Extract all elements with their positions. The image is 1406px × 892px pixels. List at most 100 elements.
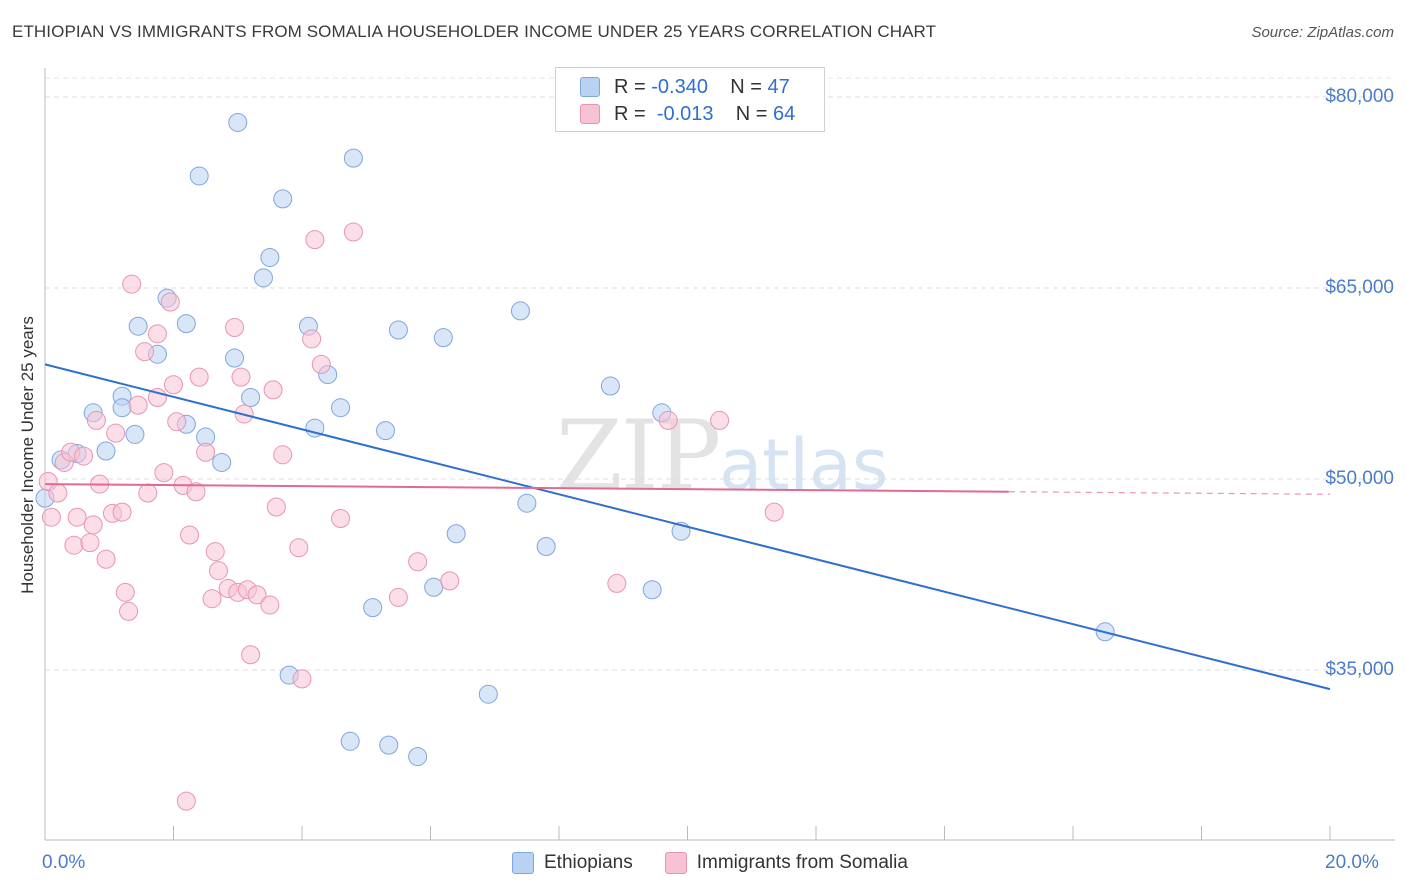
somalia-point [225,317,245,337]
legend-label-ethiopians: Ethiopians [544,852,633,873]
somalia-point [202,589,222,609]
somalia-point [241,645,261,665]
legend-swatch-blue [580,77,600,97]
somalia-point [231,367,251,387]
ethiopian-point [212,452,232,472]
ethiopian-point [642,580,662,600]
somalia-point [67,507,87,527]
somalia-point [196,442,216,462]
ethiopian-point [379,735,399,755]
somalia-point [41,507,61,527]
ethiopian-point [112,398,132,418]
somalia-point [135,342,155,362]
somalia-point [180,525,200,545]
somalia-point [86,410,106,430]
somalia-point [208,561,228,581]
ethiopian-point [189,166,209,186]
somalia-point [164,375,183,395]
legend-n-value: 64 [773,102,796,125]
ethiopian-point [363,598,383,618]
series-legend: Ethiopians Immigrants from Somalia [512,852,908,874]
watermark: ZIPatlas [556,400,888,512]
somalia-point [189,367,209,387]
ethiopian-point [260,247,280,267]
somalia-point [106,423,126,443]
somalia-point [710,410,730,430]
ethiopian-point [517,493,537,513]
legend-r-value: -0.340 [651,75,708,98]
y-tick-label: $50,000 [1325,468,1394,489]
legend-row-somalia: R = -0.013 N = 64 [580,100,795,128]
ethiopian-point [536,536,556,556]
somalia-point [408,552,428,572]
somalia-point [607,573,627,593]
somalia-point [266,497,286,517]
legend-r-value: -0.013 [656,102,714,125]
y-tick-label: $80,000 [1325,86,1394,107]
legend-r-label: R = [614,102,646,125]
somalia-point [186,482,206,502]
x-tick-label-end: 20.0% [1325,852,1379,873]
ethiopian-trend-line [44,363,1331,691]
somalia-point [122,274,142,294]
somalia-point [273,445,293,465]
legend-row-ethiopians: R = -0.340 N = 47 [580,73,790,101]
ethiopian-point [273,189,293,209]
ethiopian-point [125,424,145,444]
somalia-point [764,502,784,522]
somalia-point [119,601,139,621]
ethiopian-point [424,577,444,597]
ethiopian-point [343,148,363,168]
ethiopian-point [128,316,148,336]
somalia-point [96,549,116,569]
somalia-trend-extension [1008,491,1331,495]
ethiopian-point [340,731,360,751]
somalia-point [205,542,225,562]
somalia-point [247,585,267,605]
somalia-point [147,324,167,344]
somalia-point [302,329,322,349]
legend-r-label: R = [614,75,646,98]
somalia-point [658,410,678,430]
ethiopian-point [600,376,620,396]
somalia-point [176,791,196,811]
somalia-trend-line [44,483,1009,493]
somalia-point [160,292,180,312]
somalia-point [388,587,408,607]
watermark-atlas: atlas [719,424,889,506]
somalia-point [138,483,158,503]
watermark-zip: ZIP [556,400,721,512]
somalia-point [74,446,94,466]
somalia-point [331,508,351,528]
legend-swatch-pink [580,104,600,124]
somalia-point [305,230,325,250]
somalia-point [64,535,84,555]
correlation-legend: R = -0.340 N = 47 R = -0.013 N = 64 [555,67,825,132]
ethiopian-point [225,348,245,368]
legend-n-value: 47 [767,75,790,98]
somalia-point [440,571,460,591]
legend-n-label: N = [735,102,768,125]
source-note: Source: ZipAtlas.com [1251,24,1394,41]
ethiopian-point [446,524,466,544]
somalia-point [154,463,174,483]
y-axis-label: Householder Income Under 25 years [18,316,37,594]
ethiopian-point [228,112,248,132]
somalia-point [115,582,135,602]
somalia-point [260,595,280,615]
ethiopian-point [96,441,116,461]
legend-swatch-ethiopians [512,852,534,874]
legend-n-label: N = [730,75,762,98]
somalia-point [289,538,309,558]
somalia-point [343,222,363,242]
ethiopian-point [305,418,325,438]
ethiopian-point [510,301,530,321]
ethiopian-point [331,398,351,418]
ethiopian-point [433,328,453,348]
x-tick-label-start: 0.0% [42,852,86,873]
somalia-point [128,395,148,415]
y-tick-label: $35,000 [1325,659,1394,680]
somalia-point [48,483,68,503]
ethiopian-point [376,421,396,441]
